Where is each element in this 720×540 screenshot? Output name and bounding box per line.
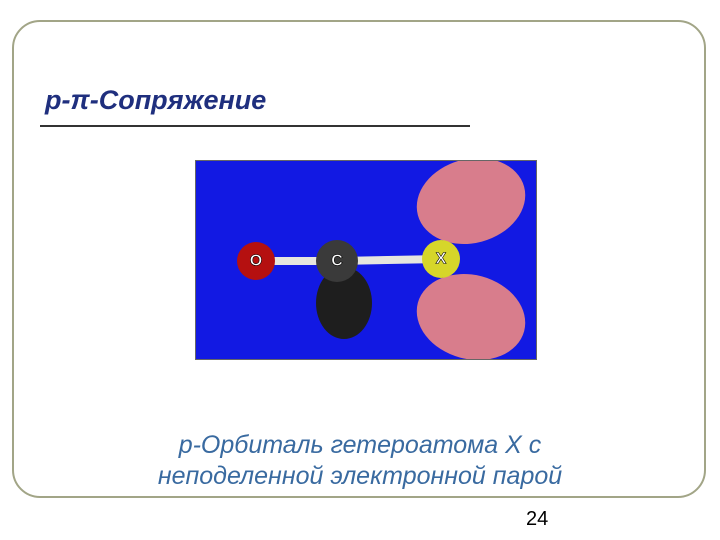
svg-text:X: X: [436, 251, 447, 268]
caption-line2: неподеленной электронной парой: [158, 462, 562, 490]
atom-c: C: [316, 240, 358, 282]
svg-text:O: O: [250, 253, 262, 270]
molecule-diagram: O C X: [195, 160, 537, 360]
diagram-caption: р-Орбиталь гетероатома Х с неподеленной …: [0, 430, 720, 493]
atom-o: O: [237, 242, 275, 280]
slide-title: p-π-Сопряжение: [45, 85, 266, 116]
caption-line1: р-Орбиталь гетероатома Х с: [179, 431, 542, 459]
atom-x: X: [422, 240, 460, 278]
title-underline: [40, 125, 470, 127]
svg-text:C: C: [331, 253, 343, 270]
page-number: 24: [526, 508, 548, 531]
